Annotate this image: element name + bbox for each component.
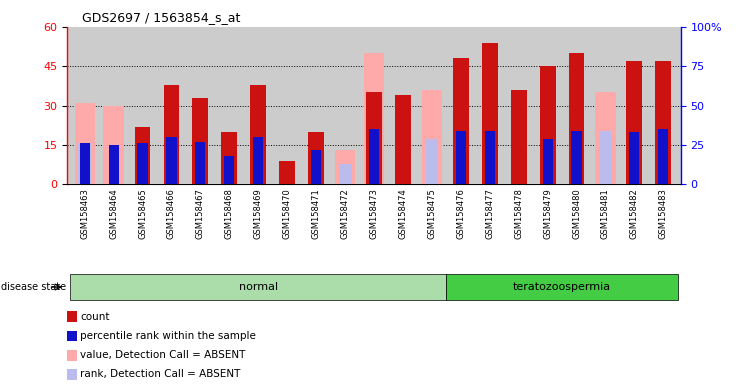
Text: GSM158480: GSM158480 (572, 189, 581, 239)
Bar (103, 106, 123, 184)
Bar (251, 84, 266, 184)
Bar (485, 131, 494, 184)
Bar (482, 43, 497, 184)
Text: teratozoospermia: teratozoospermia (513, 282, 611, 292)
Bar (164, 84, 180, 184)
Bar (595, 93, 616, 184)
Bar (224, 156, 234, 184)
Bar (568, 53, 584, 184)
Text: percentile rank within the sample: percentile rank within the sample (80, 331, 257, 341)
Text: GSM158483: GSM158483 (659, 189, 668, 239)
Bar (447, 274, 678, 300)
Text: GSM158472: GSM158472 (340, 189, 349, 239)
Bar (655, 61, 671, 184)
Bar (311, 150, 321, 184)
Bar (629, 132, 640, 184)
Bar (79, 143, 90, 184)
Bar (456, 131, 466, 184)
Bar (453, 58, 469, 184)
Bar (369, 129, 379, 184)
Bar (108, 145, 119, 184)
Text: GSM158475: GSM158475 (427, 189, 436, 239)
Text: GSM158479: GSM158479 (543, 189, 552, 239)
Text: GSM158473: GSM158473 (370, 189, 378, 239)
Bar (308, 132, 324, 184)
Bar (426, 139, 438, 184)
Bar (571, 131, 582, 184)
Bar (658, 129, 669, 184)
Bar (79, 143, 91, 184)
Text: disease state: disease state (1, 282, 66, 292)
Bar (366, 93, 382, 184)
Bar (279, 161, 295, 184)
Text: GSM158465: GSM158465 (138, 189, 147, 239)
Text: GSM158464: GSM158464 (109, 189, 118, 239)
Bar (539, 66, 556, 184)
Text: normal: normal (239, 282, 278, 292)
Text: GSM158471: GSM158471 (312, 189, 321, 239)
Text: GSM158477: GSM158477 (485, 189, 494, 239)
Text: GSM158482: GSM158482 (630, 189, 639, 239)
Bar (70, 274, 447, 300)
Text: GSM158463: GSM158463 (80, 189, 89, 239)
Text: GSM158469: GSM158469 (254, 189, 263, 239)
Bar (599, 131, 612, 184)
Bar (254, 137, 263, 184)
Bar (364, 53, 384, 184)
Bar (339, 164, 352, 184)
Text: GDS2697 / 1563854_s_at: GDS2697 / 1563854_s_at (82, 12, 241, 25)
Text: count: count (80, 312, 110, 322)
Text: GSM158466: GSM158466 (167, 189, 176, 239)
Bar (67, 311, 77, 322)
Text: value, Detection Call = ABSENT: value, Detection Call = ABSENT (80, 350, 246, 360)
Text: GSM158476: GSM158476 (456, 189, 465, 239)
Bar (135, 127, 150, 184)
Text: GSM158467: GSM158467 (196, 189, 205, 239)
Bar (542, 139, 553, 184)
Bar (335, 150, 355, 184)
Bar (192, 98, 209, 184)
Bar (511, 90, 527, 184)
Bar (75, 103, 95, 184)
Bar (395, 95, 411, 184)
Text: GSM158474: GSM158474 (399, 189, 408, 239)
Text: GSM158468: GSM158468 (225, 189, 234, 239)
Bar (367, 132, 381, 184)
Bar (166, 137, 177, 184)
Bar (221, 132, 237, 184)
Text: GSM158478: GSM158478 (514, 189, 523, 239)
Bar (138, 143, 147, 184)
Bar (195, 142, 206, 184)
Text: rank, Detection Call = ABSENT: rank, Detection Call = ABSENT (80, 369, 241, 379)
Bar (67, 350, 77, 361)
Bar (67, 369, 77, 380)
Bar (626, 61, 643, 184)
Text: GSM158481: GSM158481 (601, 189, 610, 239)
Text: GSM158470: GSM158470 (283, 189, 292, 239)
Bar (67, 331, 77, 341)
Bar (422, 90, 442, 184)
